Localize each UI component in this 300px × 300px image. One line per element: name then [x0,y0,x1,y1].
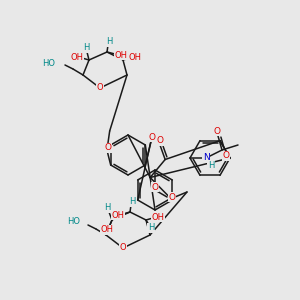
Text: O: O [97,83,103,92]
Text: OH: OH [100,226,113,235]
Text: H: H [106,38,112,46]
Text: O: O [223,152,230,160]
Text: HO: HO [42,58,55,68]
Text: H: H [104,203,110,212]
Text: O: O [152,182,158,191]
Text: HO: HO [67,218,80,226]
Text: O: O [157,136,164,145]
Text: N: N [202,154,209,163]
Text: OH: OH [70,52,83,62]
Text: OH: OH [115,50,128,59]
Text: H: H [148,224,154,232]
Text: OH: OH [112,211,124,220]
Text: O: O [104,143,111,152]
Text: OH: OH [128,52,142,62]
Text: O: O [148,133,155,142]
Text: H: H [83,44,89,52]
Text: H: H [129,197,135,206]
Text: OH: OH [152,212,164,221]
Text: O: O [214,127,220,136]
Text: O: O [169,193,176,202]
Text: H: H [208,160,214,169]
Text: O: O [120,244,126,253]
